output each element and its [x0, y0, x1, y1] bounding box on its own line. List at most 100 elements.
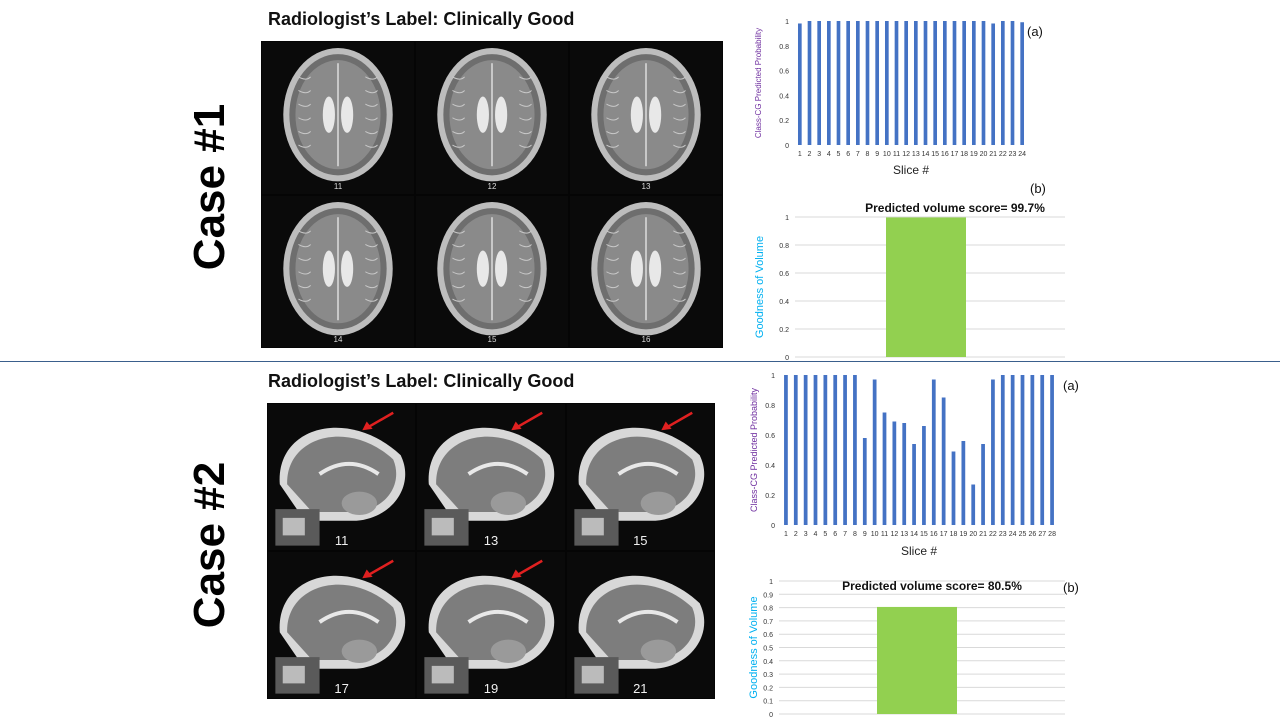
y-tick-label: 1 — [785, 215, 789, 222]
x-tick-label: 9 — [863, 531, 867, 538]
slice-probability-bar — [991, 379, 995, 525]
slice-number: 11 — [333, 181, 343, 191]
x-tick-label: 17 — [951, 151, 959, 158]
slice-probability-bar — [855, 21, 860, 145]
case-1-slice-probability-chart: 00.20.40.60.811 2 3 4 5 6 7 8 9 10 11 12 13 14 15 16 17 1… — [754, 19, 1026, 177]
x-tick-label: 11 — [881, 531, 888, 538]
brain-slice-image — [424, 559, 555, 694]
slice-probability-bar — [836, 21, 841, 145]
slice-probability-bar — [923, 21, 928, 145]
slice-probability-bar — [1000, 21, 1005, 145]
x-tick-label: 7 — [843, 531, 847, 538]
slice-probability-bar — [912, 444, 916, 525]
slice-probability-bar — [971, 21, 976, 145]
case-1-mri-tile: 15 — [416, 195, 568, 347]
x-tick-label: 21 — [989, 151, 997, 158]
slice-probability-bar — [843, 375, 847, 525]
x-tick-label: 3 — [804, 531, 808, 538]
x-tick-label: 23 — [1009, 151, 1017, 158]
y-tick-label: 0.6 — [765, 433, 775, 440]
slice-probability-bar — [1020, 22, 1025, 146]
slice-number: 14 — [333, 335, 343, 344]
x-tick-label: 5 — [823, 531, 827, 538]
y-tick-label: 1 — [771, 373, 775, 380]
y-tick-label: 0.2 — [779, 327, 789, 334]
x-tick-label: 24 — [1009, 531, 1017, 538]
slice-probability-bar — [846, 21, 851, 145]
case-2-panel-a-tag: (a) — [1063, 378, 1079, 393]
case-1-mri-tile: 14 — [262, 195, 414, 347]
slice-number: 19 — [483, 681, 499, 696]
slice-probability-bar — [1000, 375, 1005, 525]
case-2-mri-tile: 21 — [566, 552, 714, 698]
slice-number: 15 — [633, 533, 648, 548]
x-tick-label: 20 — [969, 531, 977, 538]
y-tick-label: 0.9 — [763, 592, 773, 599]
y-tick-label: 0 — [769, 712, 773, 719]
x-tick-label: 17 — [940, 531, 948, 538]
slice-probability-bar — [865, 21, 870, 145]
x-tick-label: 28 — [1048, 531, 1056, 538]
slice-number: 13 — [641, 181, 651, 191]
case-2-mri-tile: 19 — [417, 552, 565, 698]
slice-number: 15 — [487, 335, 497, 344]
x-tick-label: 19 — [959, 531, 967, 538]
slice-number: 11 — [334, 533, 349, 548]
chart-title: Predicted volume score= 80.5% — [842, 579, 1022, 593]
x-tick-label: 13 — [900, 531, 908, 538]
slice-probability-bar — [872, 379, 877, 525]
x-tick-label: 18 — [950, 531, 958, 538]
x-tick-label: 6 — [833, 531, 837, 538]
brain-slice-image — [591, 201, 701, 335]
slice-probability-bar — [826, 21, 831, 145]
y-axis-label: Goodness of Volume — [754, 236, 766, 338]
slice-probability-bar — [853, 375, 857, 525]
y-tick-label: 0 — [785, 143, 789, 150]
x-tick-label: 23 — [999, 531, 1007, 538]
x-tick-label: 14 — [910, 531, 918, 538]
slice-probability-bar — [913, 21, 918, 145]
case-2-panel-b-tag: (b) — [1063, 580, 1079, 595]
brain-slice-image — [275, 411, 406, 546]
slice-probability-bar — [1030, 375, 1035, 525]
x-axis-label: Slice # — [893, 163, 929, 177]
x-tick-label: 11 — [893, 151, 900, 158]
x-tick-label: 20 — [980, 151, 988, 158]
x-tick-label: 8 — [853, 531, 857, 538]
slice-probability-bar — [902, 423, 907, 525]
y-tick-label: 0.8 — [779, 243, 789, 250]
case-1-panel-b-tag: (b) — [1030, 181, 1046, 196]
x-tick-label: 18 — [960, 151, 968, 158]
x-tick-label: 1 — [784, 531, 788, 538]
x-tick-label: 26 — [1028, 531, 1036, 538]
slice-probability-bar — [817, 21, 822, 145]
y-tick-label: 0.6 — [779, 69, 789, 76]
slice-probability-bar — [793, 375, 798, 525]
x-tick-label: 2 — [794, 531, 798, 538]
slice-probability-bar — [1020, 375, 1025, 525]
y-tick-label: 0.4 — [779, 299, 789, 306]
x-tick-label: 5 — [837, 151, 841, 158]
slice-number: 17 — [334, 681, 349, 696]
y-tick-label: 0.2 — [765, 493, 775, 500]
y-tick-label: 0.6 — [763, 632, 773, 639]
slice-probability-bar — [807, 21, 812, 145]
brain-slice-image — [437, 48, 547, 182]
brain-slice-image — [574, 575, 704, 694]
slice-number: 21 — [633, 681, 648, 696]
x-tick-label: 2 — [808, 151, 812, 158]
case-1-mri-tile: 11 — [262, 42, 414, 194]
y-tick-label: 0 — [785, 355, 789, 362]
y-tick-label: 1 — [785, 19, 789, 26]
x-tick-label: 16 — [930, 531, 938, 538]
x-tick-label: 22 — [999, 151, 1007, 158]
slice-probability-bar — [961, 441, 966, 525]
brain-slice-image — [275, 559, 406, 694]
brain-slice-image — [574, 411, 704, 546]
x-tick-label: 16 — [941, 151, 949, 158]
slice-probability-bar — [933, 21, 938, 145]
y-tick-label: 0 — [771, 523, 775, 530]
x-tick-label: 15 — [931, 151, 939, 158]
case-2-mri-tile: 15 — [566, 404, 714, 550]
case-2-radiologist-label: Radiologist’s Label: Clinically Good — [268, 371, 575, 391]
